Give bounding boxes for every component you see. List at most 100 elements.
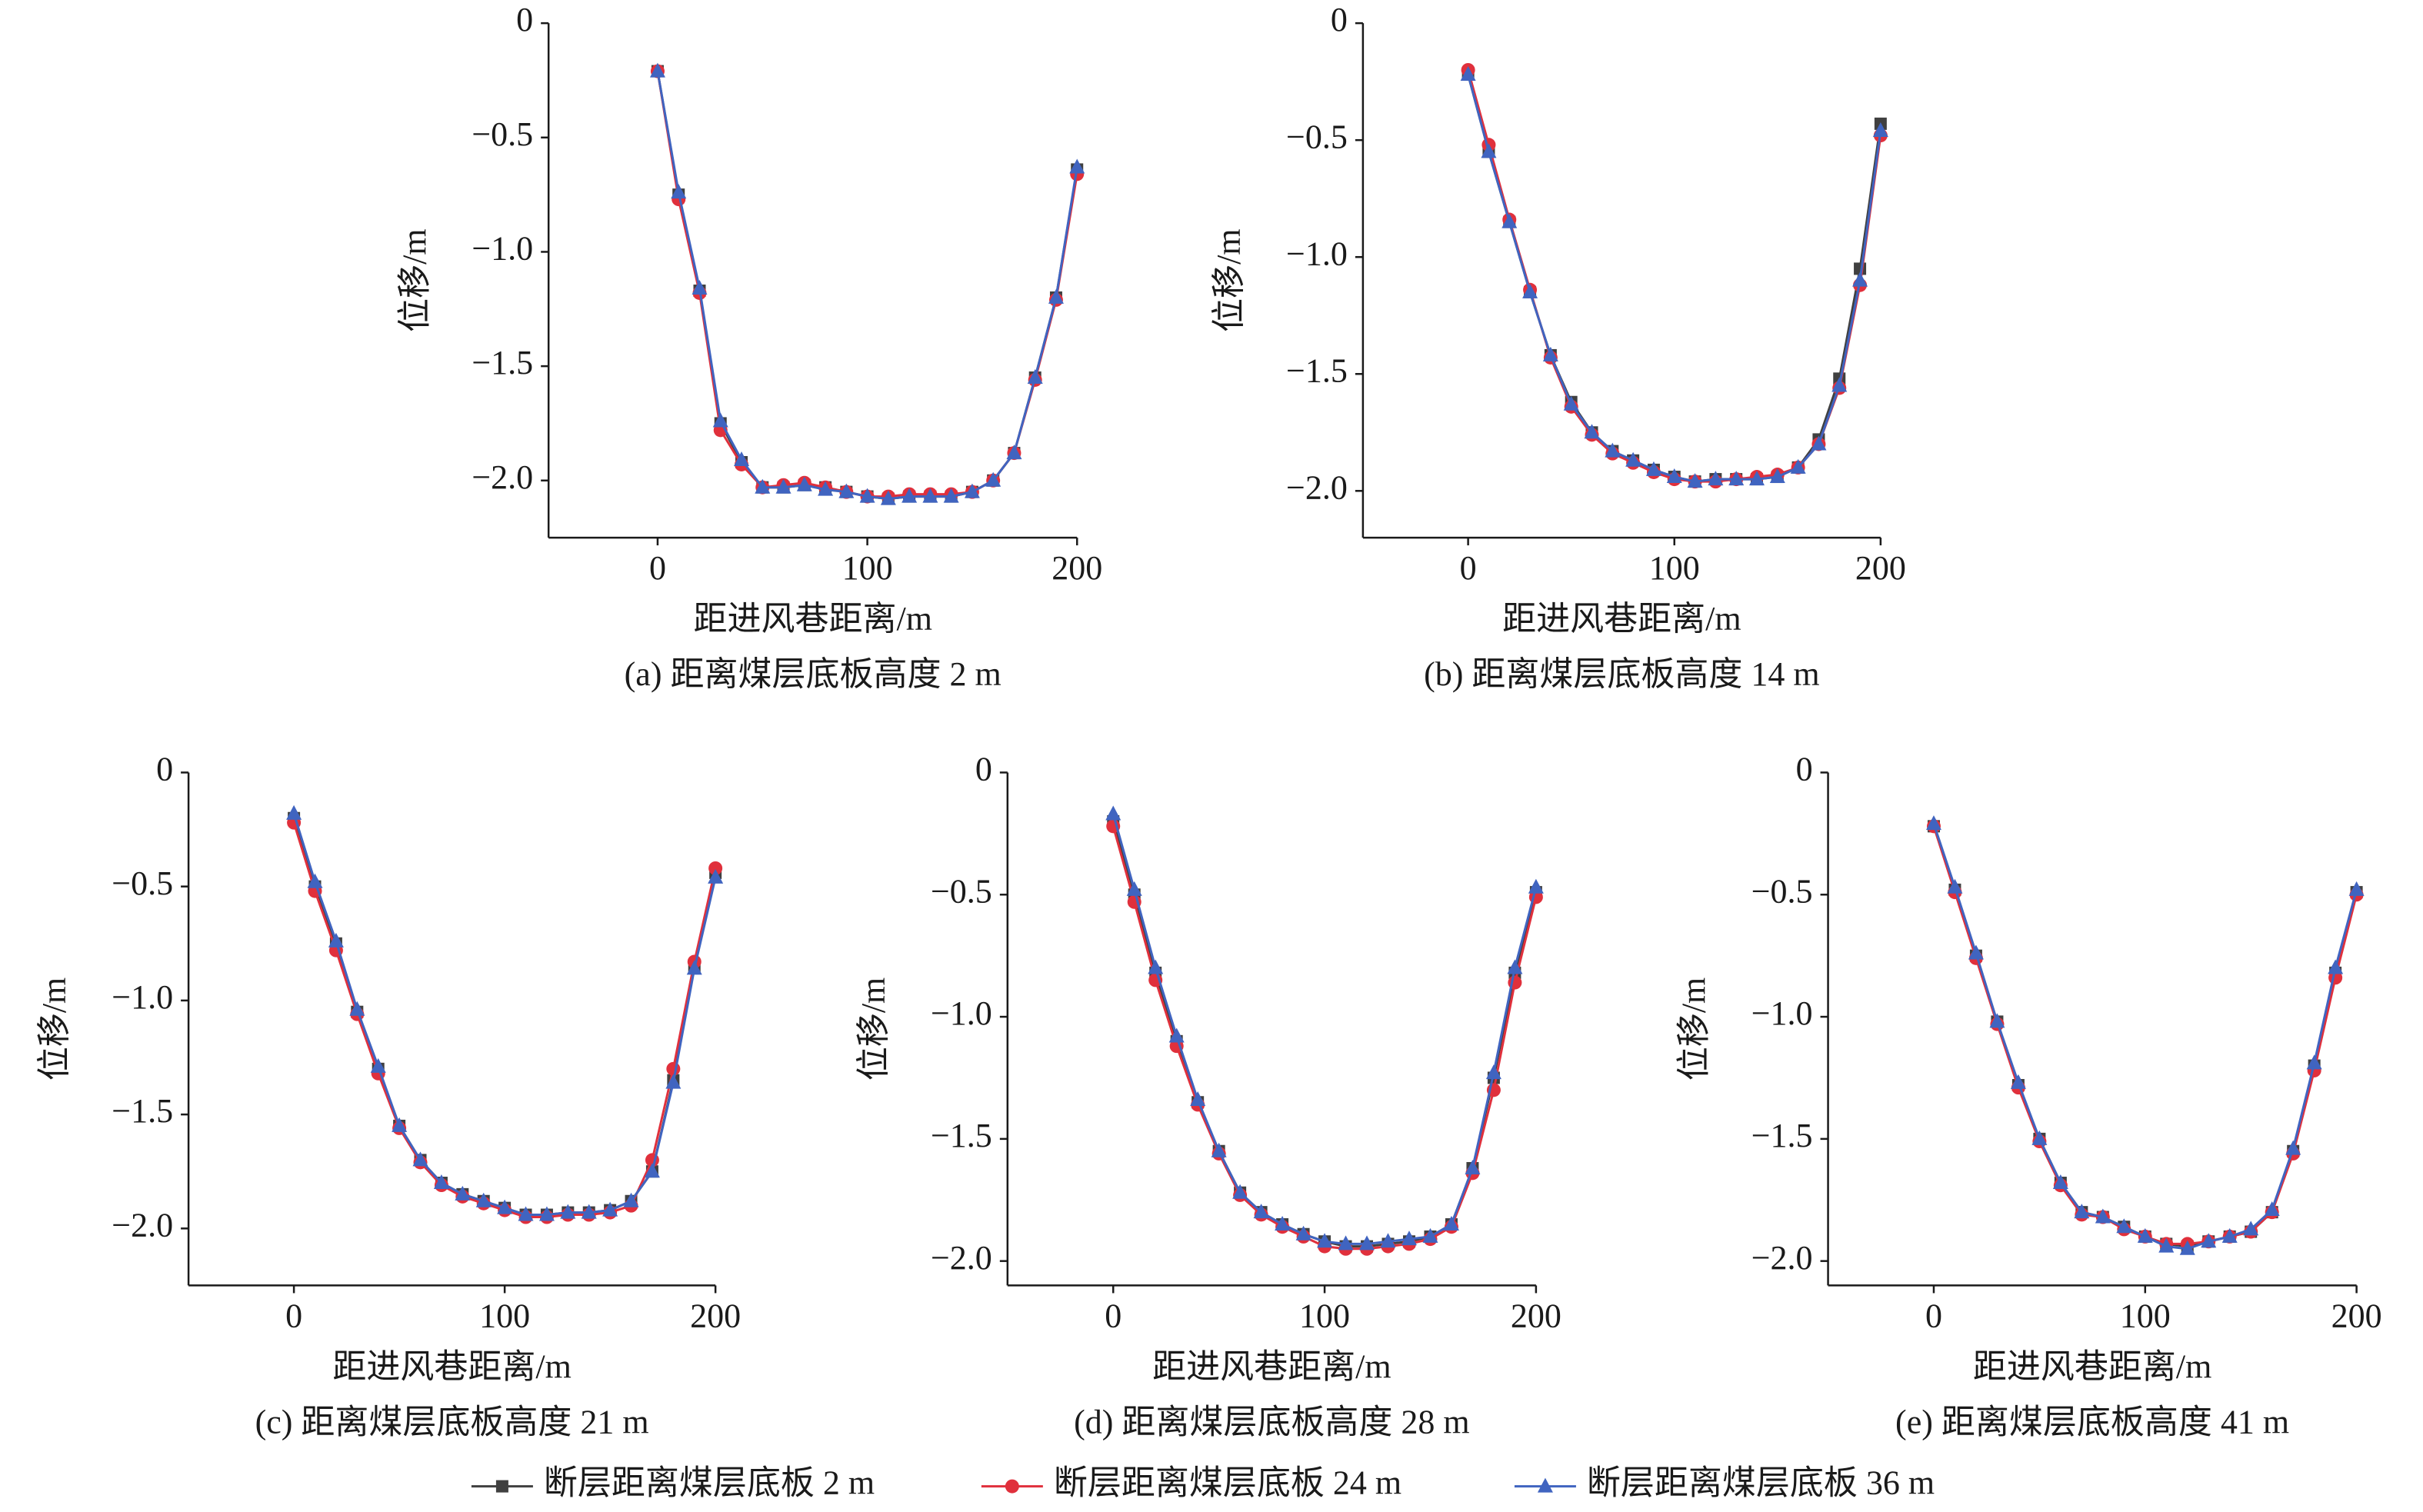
point <box>328 932 344 947</box>
point <box>1105 805 1122 821</box>
series-line <box>1467 69 1882 483</box>
y-tick-label: −1.5 <box>472 344 533 381</box>
x-tick-label: 200 <box>1511 1297 1561 1335</box>
point <box>964 483 980 498</box>
point <box>1501 213 1518 228</box>
point <box>2264 1201 2280 1216</box>
point <box>1947 878 1963 894</box>
point <box>1359 1235 1375 1251</box>
x-axis-label: 距进风巷距离/m <box>1152 1348 1391 1386</box>
point <box>859 488 875 503</box>
point <box>538 1206 555 1221</box>
point <box>1872 122 1888 138</box>
point <box>2179 1240 2195 1255</box>
y-tick-label: −0.5 <box>1286 118 1348 155</box>
x-tick-label: 100 <box>1649 549 1700 587</box>
y-tick-label: −0.5 <box>1751 872 1813 910</box>
point <box>1027 368 1043 384</box>
series-line <box>1467 74 1882 483</box>
point <box>1605 442 1621 458</box>
point <box>497 1199 513 1214</box>
point <box>2348 881 2365 896</box>
y-axis-label: 位移/m <box>1210 228 1248 331</box>
point <box>1625 451 1641 467</box>
point <box>880 490 896 505</box>
point <box>708 861 723 875</box>
y-tick-label: −1.5 <box>1286 351 1348 389</box>
legend-marker <box>495 1480 508 1493</box>
x-axis-label: 距进风巷距离/m <box>332 1348 571 1386</box>
legend-marker <box>1005 1479 1019 1494</box>
point <box>1380 1233 1396 1248</box>
series-line <box>1932 823 2358 1251</box>
caption: (d) 距离煤层底板高度 28 m <box>1074 1404 1470 1441</box>
point <box>2201 1233 2217 1248</box>
point <box>1069 158 1085 174</box>
point <box>1811 435 1827 451</box>
point <box>2243 1221 2259 1236</box>
point <box>2010 1074 2026 1089</box>
point <box>922 488 938 503</box>
x-tick-label: 100 <box>2120 1297 2171 1335</box>
point <box>943 488 959 503</box>
point <box>1006 445 1022 460</box>
point <box>1748 471 1765 486</box>
y-axis-label: 位移/m <box>35 977 73 1081</box>
legend-marker <box>1537 1477 1553 1493</box>
point <box>1528 878 1544 894</box>
point <box>671 184 687 199</box>
point <box>2306 1054 2322 1070</box>
x-tick-label: 200 <box>1052 549 1102 587</box>
point <box>1542 346 1558 361</box>
point <box>1275 1216 1291 1231</box>
y-tick-label: −2.0 <box>472 458 533 496</box>
x-axis-label: 距进风巷距离/m <box>1502 600 1741 638</box>
point <box>818 481 834 496</box>
y-tick-label: −0.5 <box>112 864 173 902</box>
point <box>755 478 771 494</box>
point <box>2052 1174 2068 1190</box>
point <box>2221 1227 2238 1243</box>
point <box>1666 468 1682 484</box>
point <box>775 478 792 494</box>
x-tick-label: 100 <box>842 549 893 587</box>
y-tick-label: 0 <box>1796 751 1813 788</box>
point <box>1989 1013 2005 1028</box>
point <box>1507 959 1523 974</box>
point <box>1048 288 1064 304</box>
point <box>1563 395 1579 411</box>
point <box>2031 1130 2048 1145</box>
y-tick-label: 0 <box>156 751 173 788</box>
y-tick-label: 0 <box>516 1 533 38</box>
y-tick-label: 0 <box>1331 1 1348 38</box>
point <box>1211 1142 1227 1157</box>
point <box>1831 377 1848 392</box>
point <box>2074 1204 2090 1219</box>
legend-label: 断层距离煤层底板 24 m <box>1054 1464 1401 1502</box>
legend-label: 断层距离煤层底板 2 m <box>544 1464 875 1502</box>
point <box>1232 1184 1248 1199</box>
y-axis-label: 位移/m <box>855 977 892 1081</box>
point <box>1401 1231 1417 1246</box>
point <box>1852 271 1868 287</box>
point <box>370 1057 386 1073</box>
x-axis-label: 距进风巷距离/m <box>693 600 932 638</box>
point <box>560 1204 576 1219</box>
point <box>1460 66 1476 82</box>
point <box>286 804 302 820</box>
caption: (e) 距离煤层底板高度 41 m <box>1895 1404 2289 1441</box>
point <box>1148 959 1164 974</box>
point <box>1190 1091 1206 1107</box>
point <box>1925 815 1941 831</box>
point <box>649 62 665 78</box>
point <box>412 1151 428 1167</box>
series-line <box>1932 825 2358 1248</box>
x-tick-label: 0 <box>285 1297 302 1335</box>
y-tick-label: −1.0 <box>472 230 533 268</box>
x-tick-label: 0 <box>1925 1297 1942 1335</box>
point <box>796 476 812 491</box>
y-tick-label: −1.5 <box>931 1117 992 1154</box>
point <box>2116 1218 2132 1234</box>
point <box>666 1061 681 1076</box>
